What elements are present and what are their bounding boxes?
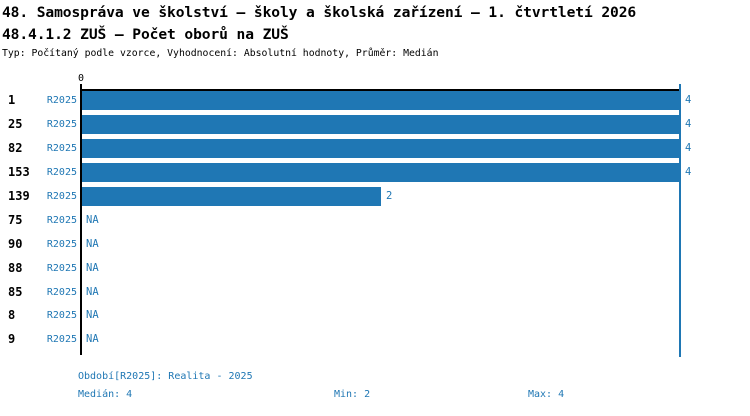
value-label: NA bbox=[86, 237, 99, 250]
series-period-label: R2025 bbox=[46, 214, 77, 226]
bar bbox=[82, 139, 680, 159]
series-period-label: R2025 bbox=[46, 143, 77, 155]
series-period-label: R2025 bbox=[46, 262, 77, 274]
bar bbox=[82, 186, 381, 206]
x-axis-tick-mark bbox=[80, 84, 82, 90]
value-label: NA bbox=[86, 285, 99, 298]
value-label: 4 bbox=[685, 166, 692, 178]
legend-median-value: Medián: 4 bbox=[78, 389, 133, 400]
series-period-label: R2025 bbox=[46, 119, 77, 131]
report-title: 48. Samospráva ve školství – školy a ško… bbox=[2, 4, 637, 21]
bar bbox=[82, 163, 680, 182]
category-label: 1 bbox=[8, 93, 16, 108]
category-label: 8 bbox=[8, 308, 16, 323]
median-reference-line bbox=[679, 84, 681, 357]
series-period-label: R2025 bbox=[46, 190, 77, 202]
chart-subtitle: Typ: Počítaný podle vzorce, Vyhodnocení:… bbox=[2, 48, 439, 59]
legend-min-value: Min: 2 bbox=[334, 389, 371, 400]
category-label: 88 bbox=[8, 260, 23, 275]
value-label: 4 bbox=[685, 94, 692, 107]
bar-row: 85 R2025 NA bbox=[0, 283, 750, 302]
series-period-label: R2025 bbox=[46, 334, 77, 346]
series-period-label: R2025 bbox=[46, 286, 77, 298]
category-label: 9 bbox=[8, 332, 16, 347]
value-label: 4 bbox=[685, 142, 692, 155]
legend-period-label: Období[R2025]: Realita - 2025 bbox=[78, 371, 253, 382]
x-axis-tick-label-zero: 0 bbox=[77, 73, 85, 84]
series-period-label: R2025 bbox=[46, 310, 77, 322]
bar bbox=[82, 115, 680, 135]
bar-row: 75 R2025 NA bbox=[0, 211, 750, 230]
bar bbox=[82, 91, 680, 111]
x-axis-line bbox=[80, 89, 681, 91]
bar-row: 1 R2025 4 bbox=[0, 91, 750, 111]
category-label: 90 bbox=[8, 236, 23, 251]
indicator-title: 48.4.1.2 ZUŠ – Počet oborů na ZUŠ bbox=[2, 26, 289, 43]
value-label: NA bbox=[86, 213, 99, 226]
category-label: 25 bbox=[8, 117, 23, 132]
bar-row: 139 R2025 2 bbox=[0, 186, 750, 206]
bar-row: 88 R2025 NA bbox=[0, 259, 750, 278]
value-label: NA bbox=[86, 261, 99, 274]
category-label: 75 bbox=[8, 212, 23, 227]
bar-row: 90 R2025 NA bbox=[0, 235, 750, 254]
series-period-label: R2025 bbox=[46, 95, 77, 107]
category-label: 85 bbox=[8, 284, 23, 299]
value-label: NA bbox=[86, 309, 99, 322]
bar-row: 25 R2025 4 bbox=[0, 115, 750, 135]
y-axis-line bbox=[80, 89, 82, 355]
bar-row: 8 R2025 NA bbox=[0, 306, 750, 325]
category-label: 139 bbox=[8, 188, 30, 203]
value-label: NA bbox=[86, 333, 99, 346]
bar-row: 153 R2025 4 bbox=[0, 163, 750, 182]
category-label: 153 bbox=[8, 165, 30, 179]
bar-row: 9 R2025 NA bbox=[0, 330, 750, 349]
value-label: 4 bbox=[685, 118, 692, 131]
legend-max-value: Max: 4 bbox=[528, 389, 565, 400]
category-label: 82 bbox=[8, 141, 23, 156]
value-label: 2 bbox=[386, 189, 393, 202]
bar-row: 82 R2025 4 bbox=[0, 139, 750, 159]
series-period-label: R2025 bbox=[46, 167, 77, 178]
series-period-label: R2025 bbox=[46, 238, 77, 250]
